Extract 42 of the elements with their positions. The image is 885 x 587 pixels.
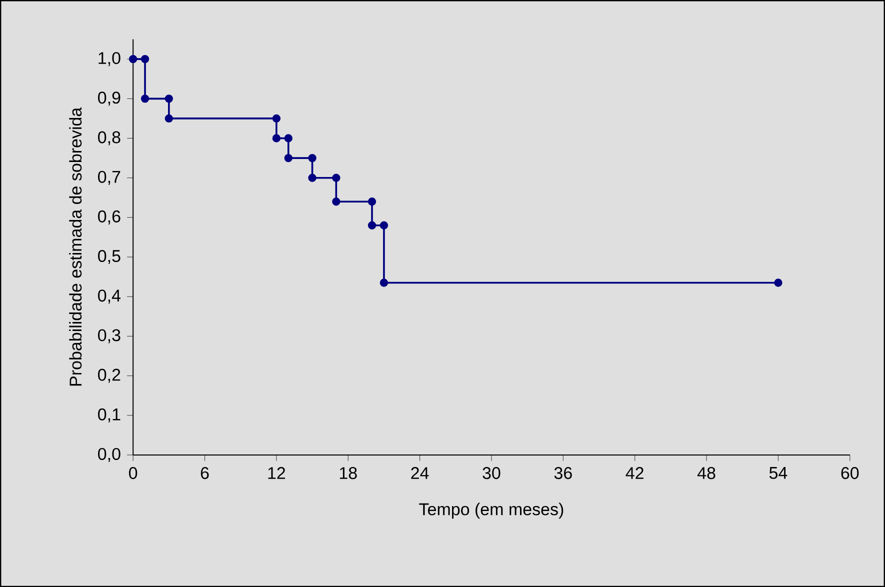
y-tick-label: 0,9 — [98, 92, 120, 106]
point — [140, 54, 150, 64]
x-tick-label: 18 — [340, 467, 357, 480]
point — [774, 278, 782, 287]
point — [272, 134, 281, 142]
x-tick-label: 12 — [268, 467, 286, 479]
x-tick-label: 54 — [769, 467, 788, 479]
y-tick-label: 0,7 — [98, 170, 120, 185]
point — [368, 197, 376, 206]
y-tick-label: 0,3 — [98, 329, 120, 344]
point — [164, 114, 174, 123]
x-tick-label: 24 — [411, 467, 429, 479]
point — [284, 154, 292, 162]
point — [284, 134, 292, 142]
x-tick-label: 0 — [129, 467, 138, 480]
point — [380, 221, 388, 230]
y-tick-label: 0,0 — [98, 448, 120, 462]
x-axis-title: Tempo (em meses) — [419, 502, 564, 519]
point — [128, 54, 138, 64]
point — [140, 94, 150, 103]
x-tick-label: 42 — [626, 467, 644, 479]
x-tick-label: 30 — [482, 467, 500, 480]
x-tick-label: 60 — [841, 467, 859, 480]
x-tick-label: 36 — [554, 467, 572, 480]
y-tick-label: 0,8 — [98, 131, 120, 146]
point — [308, 174, 316, 182]
point — [272, 114, 281, 123]
point — [380, 278, 388, 287]
y-tick-label: 1,0 — [98, 52, 120, 66]
y-tick-label: 0,5 — [98, 250, 120, 264]
point — [164, 94, 174, 103]
point — [308, 154, 316, 162]
x-tick-label: 48 — [697, 467, 716, 480]
point — [368, 221, 376, 230]
point — [332, 197, 340, 206]
y-tick-label: 0,6 — [98, 210, 120, 224]
point — [332, 174, 340, 182]
x-tick-label: 6 — [200, 467, 209, 480]
y-tick-label: 0,2 — [98, 368, 120, 383]
y-tick-label: 0,4 — [98, 290, 121, 304]
y-tick-label: 0,1 — [98, 408, 120, 422]
y-axis-title: Probabilidade estimada de sobrevida — [69, 107, 82, 386]
